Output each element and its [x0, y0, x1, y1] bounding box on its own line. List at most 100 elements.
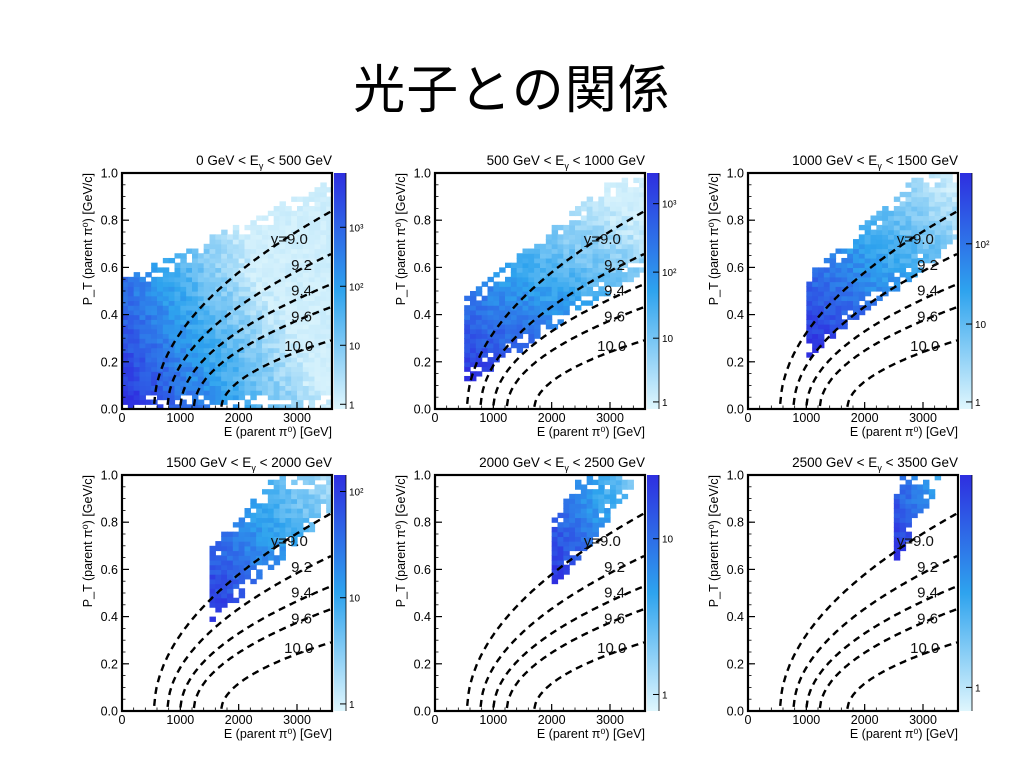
heatmap-cell — [923, 484, 930, 490]
heatmap-cell — [320, 187, 327, 193]
heatmap-cell — [133, 309, 141, 316]
heatmap-cell — [232, 248, 240, 254]
heatmap-cell — [297, 493, 304, 500]
heatmap-cell — [499, 324, 506, 330]
curve-label: 9.4 — [604, 283, 625, 300]
heatmap-cell — [308, 489, 316, 495]
heatmap-cell — [297, 489, 304, 495]
heatmap-cell — [273, 309, 281, 316]
heatmap-cell — [621, 210, 629, 217]
heatmap-cell — [192, 404, 199, 409]
heatmap-cell — [615, 276, 623, 283]
heatmap-cell — [639, 206, 645, 212]
heatmap-cell — [273, 324, 281, 330]
heatmap-cell — [940, 243, 947, 250]
heatmap-cell — [847, 272, 854, 278]
heatmap-cell — [262, 243, 269, 250]
heatmap-cell — [882, 239, 889, 245]
heatmap-cell — [285, 215, 292, 221]
heatmap-cell — [232, 257, 240, 264]
heatmap-cell — [905, 248, 912, 254]
heatmap-cell — [267, 498, 275, 504]
heatmap-cell — [928, 234, 936, 240]
heatmap-cell — [551, 309, 559, 316]
heatmap-cell — [151, 314, 158, 320]
heatmap-cell — [882, 215, 889, 221]
heatmap-cell — [256, 215, 263, 221]
heatmap-cell — [227, 531, 234, 537]
heatmap-cell — [610, 196, 617, 202]
heatmap-cell — [858, 239, 866, 245]
heatmap-cell — [291, 300, 298, 306]
heatmap-cell — [946, 196, 953, 202]
heatmap-cell — [586, 267, 594, 273]
heatmap-cell — [510, 286, 518, 292]
heatmap-cell — [238, 545, 246, 552]
heatmap-cell — [639, 257, 645, 264]
heatmap-cell — [192, 319, 199, 325]
heatmap-cell — [592, 215, 599, 221]
heatmap-cell — [470, 347, 477, 353]
heatmap-cell — [818, 338, 825, 344]
heatmap-cell — [320, 305, 327, 311]
heatmap-cell — [946, 234, 953, 240]
heatmap-cell — [174, 262, 181, 268]
heatmap-cell — [232, 347, 240, 353]
heatmap-cell — [174, 385, 181, 391]
heatmap-cell — [209, 583, 216, 589]
heatmap-cell — [621, 177, 629, 184]
heatmap-cell — [308, 324, 316, 330]
heatmap-cell — [197, 357, 205, 363]
heatmap-cell — [256, 253, 263, 259]
heatmap-cell — [586, 262, 594, 268]
heatmap-cell — [197, 361, 205, 368]
heatmap-cell — [551, 517, 559, 523]
heatmap-cell — [186, 361, 193, 368]
heatmap-cell — [168, 366, 176, 372]
heatmap-cell — [273, 328, 281, 335]
heatmap-cell — [853, 305, 860, 311]
heatmap-cell — [522, 281, 529, 287]
heatmap-cell — [273, 352, 281, 358]
colorbar-tick-label: 10³ — [349, 223, 364, 234]
heatmap-cell — [326, 479, 332, 486]
heatmap-cell — [209, 564, 216, 570]
heatmap-cell — [238, 390, 246, 396]
heatmap-cell — [615, 215, 623, 221]
heatmap-cell — [168, 319, 176, 325]
heatmap-cell — [615, 281, 623, 287]
heatmap-cell — [262, 508, 269, 514]
heatmap-cell — [858, 248, 866, 254]
heatmap-cell — [876, 267, 883, 273]
heatmap-cell — [256, 224, 263, 231]
heatmap-cell — [320, 224, 327, 231]
heatmap-cell — [528, 257, 535, 264]
heatmap-cell — [575, 536, 582, 542]
heatmap-cell — [610, 224, 617, 231]
heatmap-cell — [592, 281, 599, 287]
heatmap-cell — [238, 328, 246, 335]
heatmap-cell — [917, 248, 924, 254]
heatmap-cell — [326, 291, 332, 297]
heatmap-cell — [604, 257, 611, 264]
heatmap-cell — [923, 224, 930, 231]
heatmap-cell — [273, 404, 281, 409]
heatmap-cell — [320, 295, 327, 302]
heatmap-cell — [888, 215, 895, 221]
heatmap-cell — [320, 182, 327, 188]
heatmap-cell — [563, 503, 570, 509]
heatmap-cell — [320, 404, 327, 409]
heatmap-cell — [516, 272, 524, 278]
heatmap-cell — [168, 324, 176, 330]
heatmap-cell — [273, 215, 281, 221]
heatmap-cell — [923, 206, 930, 212]
heatmap-cell — [551, 229, 559, 235]
heatmap-cell — [899, 215, 907, 221]
heatmap-cell — [314, 380, 321, 386]
heatmap-cell — [227, 267, 234, 273]
heatmap-cell — [244, 281, 251, 287]
heatmap-cell — [493, 342, 500, 349]
heatmap-cell — [256, 276, 263, 283]
heatmap-cell — [905, 272, 912, 278]
heatmap-cell — [899, 229, 907, 235]
